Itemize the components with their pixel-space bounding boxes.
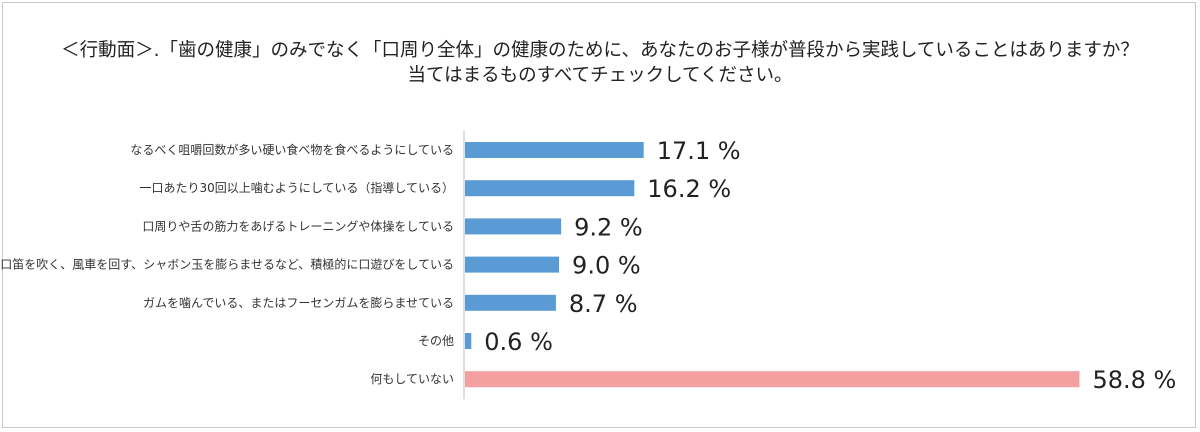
value-label-7: 58.8 %: [1092, 366, 1176, 394]
chart-title-line-2: 当てはまるものすべてチェックしてください。: [407, 65, 793, 86]
category-label-1: なるべく咀嚼回数が多い硬い食べ物を食べるようにしている: [130, 142, 454, 157]
bar-7: [465, 371, 1080, 388]
bar-6: [465, 333, 472, 349]
value-label-3: 9.2 %: [574, 213, 643, 241]
category-label-7: 何もしていない: [370, 372, 454, 386]
category-label-3: 口周りや舌の筋力をあげるトレーニングや体操をしている: [142, 218, 454, 233]
bar-3: [465, 218, 562, 235]
value-label-2: 16.2 %: [647, 175, 731, 203]
bar-4: [465, 256, 560, 273]
category-label-5: ガムを噛んでいる、またはフーセンガムを膨らませている: [143, 296, 454, 310]
bar-5: [465, 294, 556, 311]
value-label-1: 17.1 %: [657, 137, 741, 165]
chart-title-line-1: ＜行動面＞.「歯の健康」のみでなく「口周り全体」の健康のために、あなたのお子様が…: [61, 40, 1139, 61]
bar-1: [465, 142, 644, 158]
chart-title: ＜行動面＞.「歯の健康」のみでなく「口周り全体」の健康のために、あなたのお子様が…: [0, 38, 1200, 88]
value-label-4: 9.0 %: [572, 252, 641, 280]
category-label-4: 口笛を吹く、風車を回す、シャボン玉を膨らませるなど、積極的に口遊びをしている: [0, 257, 454, 272]
category-label-6: その他: [418, 334, 454, 348]
value-label-5: 8.7 %: [569, 290, 638, 318]
category-label-2: 一口あたり30回以上噛むようにしている（指導している）: [139, 180, 454, 195]
bar-2: [465, 180, 635, 197]
value-label-6: 0.6 %: [484, 328, 553, 356]
